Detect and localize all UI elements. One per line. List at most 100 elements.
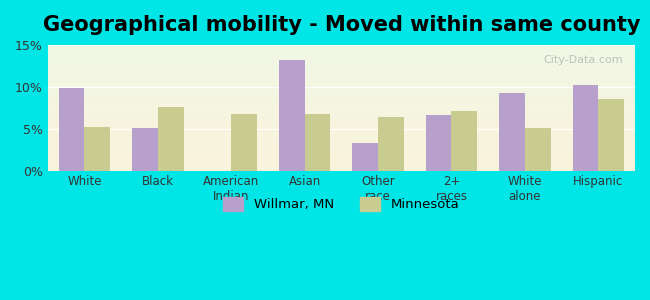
Bar xyxy=(47,71,635,72)
Bar xyxy=(158,107,183,171)
Bar xyxy=(47,66,635,67)
Bar xyxy=(47,139,635,140)
Bar xyxy=(378,117,404,171)
Bar xyxy=(47,153,635,154)
Bar xyxy=(47,154,635,155)
Bar xyxy=(47,158,635,159)
Bar xyxy=(352,143,378,171)
Bar xyxy=(47,68,635,69)
Bar xyxy=(47,120,635,121)
Bar xyxy=(47,115,635,116)
Bar xyxy=(47,109,635,110)
Bar xyxy=(47,49,635,50)
Bar xyxy=(47,133,635,134)
Bar xyxy=(47,52,635,53)
Bar xyxy=(47,48,635,49)
Bar xyxy=(47,89,635,90)
Bar xyxy=(47,74,635,75)
Bar xyxy=(47,96,635,97)
Bar xyxy=(47,165,635,166)
Bar xyxy=(573,85,598,171)
Bar xyxy=(47,79,635,80)
Bar xyxy=(47,107,635,108)
Bar xyxy=(47,162,635,163)
Bar xyxy=(47,58,635,59)
Bar xyxy=(47,128,635,129)
Bar xyxy=(47,151,635,152)
Bar xyxy=(47,114,635,115)
Bar xyxy=(598,98,624,171)
Bar xyxy=(132,128,158,171)
Bar xyxy=(47,57,635,58)
Bar xyxy=(47,97,635,98)
Bar xyxy=(47,166,635,167)
Bar xyxy=(47,98,635,99)
Bar xyxy=(47,95,635,96)
Bar xyxy=(47,119,635,120)
Bar xyxy=(47,148,635,149)
Bar xyxy=(47,86,635,87)
Bar xyxy=(47,87,635,88)
Bar xyxy=(47,118,635,119)
Bar xyxy=(47,149,635,150)
Bar xyxy=(47,85,635,86)
Bar xyxy=(47,117,635,118)
Bar xyxy=(47,82,635,83)
Bar xyxy=(47,56,635,57)
Bar xyxy=(47,93,635,94)
Bar xyxy=(47,125,635,126)
Bar xyxy=(47,169,635,170)
Bar xyxy=(47,123,635,124)
Bar xyxy=(47,47,635,48)
Bar xyxy=(47,81,635,82)
Bar xyxy=(47,63,635,64)
Bar xyxy=(47,146,635,147)
Bar xyxy=(47,121,635,122)
Bar xyxy=(47,102,635,103)
Bar xyxy=(47,92,635,93)
Bar xyxy=(47,140,635,141)
Bar xyxy=(47,45,635,46)
Bar xyxy=(47,110,635,111)
Bar xyxy=(47,142,635,143)
Bar xyxy=(47,137,635,138)
Bar xyxy=(47,50,635,51)
Bar xyxy=(47,157,635,158)
Bar xyxy=(47,106,635,107)
Text: City-Data.com: City-Data.com xyxy=(543,55,623,65)
Bar xyxy=(47,136,635,137)
Bar xyxy=(47,54,635,55)
Bar xyxy=(47,147,635,148)
Bar xyxy=(305,114,330,171)
Bar xyxy=(47,88,635,89)
Bar xyxy=(47,152,635,153)
Bar xyxy=(47,129,635,130)
Bar xyxy=(47,138,635,139)
Bar xyxy=(47,160,635,161)
Bar xyxy=(47,76,635,77)
Bar xyxy=(84,127,110,171)
Bar xyxy=(47,105,635,106)
Bar xyxy=(47,122,635,123)
Bar xyxy=(47,143,635,144)
Bar xyxy=(47,135,635,136)
Bar xyxy=(47,94,635,95)
Bar xyxy=(47,116,635,117)
Bar xyxy=(499,94,525,171)
Bar xyxy=(47,46,635,47)
Bar xyxy=(47,99,635,100)
Bar xyxy=(47,75,635,76)
Bar xyxy=(452,111,477,171)
Bar xyxy=(47,104,635,105)
Bar xyxy=(47,69,635,70)
Bar xyxy=(47,108,635,109)
Bar xyxy=(47,111,635,112)
Legend: Willmar, MN, Minnesota: Willmar, MN, Minnesota xyxy=(218,192,465,217)
Bar xyxy=(47,78,635,79)
Bar xyxy=(47,163,635,164)
Bar xyxy=(47,61,635,62)
Bar xyxy=(47,141,635,142)
Bar xyxy=(47,159,635,160)
Bar xyxy=(47,134,635,135)
Bar xyxy=(47,77,635,78)
